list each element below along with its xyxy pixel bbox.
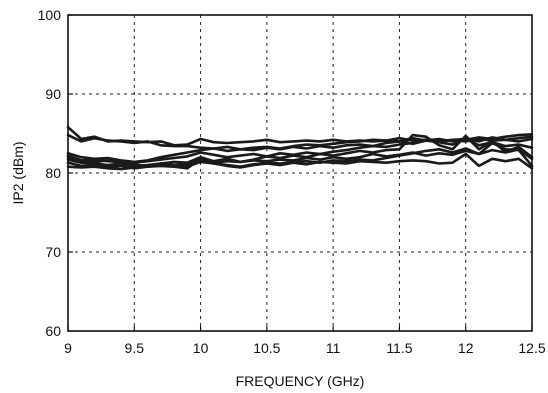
series-line-8 bbox=[66, 152, 534, 170]
y-tick-label-1: 70 bbox=[45, 244, 61, 260]
axis-ticks bbox=[67, 14, 533, 332]
y-axis-label: IP2 (dBm) bbox=[10, 141, 26, 204]
y-tick-label-0: 60 bbox=[45, 323, 61, 339]
x-tick-label-2: 10 bbox=[193, 340, 209, 356]
tick-labels: 9 9.5 10 10.5 11 11.5 12 12.5 60 70 80 90 100 bbox=[38, 7, 546, 356]
x-tick-label-6: 12 bbox=[458, 340, 474, 356]
x-tick-label-7: 12.5 bbox=[518, 340, 545, 356]
series-line-4 bbox=[66, 137, 534, 164]
y-tick-label-2: 80 bbox=[45, 165, 61, 181]
x-tick-label-3: 10.5 bbox=[253, 340, 280, 356]
y-tick-label-4: 100 bbox=[38, 7, 62, 23]
series-lines bbox=[66, 125, 534, 171]
x-tick-label-4: 11 bbox=[326, 340, 341, 356]
x-tick-label-1: 9.5 bbox=[125, 340, 145, 356]
x-tick-label-0: 9 bbox=[64, 340, 72, 356]
x-tick-label-5: 11.5 bbox=[386, 340, 412, 356]
x-axis-label: FREQUENCY (GHz) bbox=[236, 373, 365, 389]
grid bbox=[68, 15, 532, 331]
y-tick-label-3: 90 bbox=[45, 86, 61, 102]
